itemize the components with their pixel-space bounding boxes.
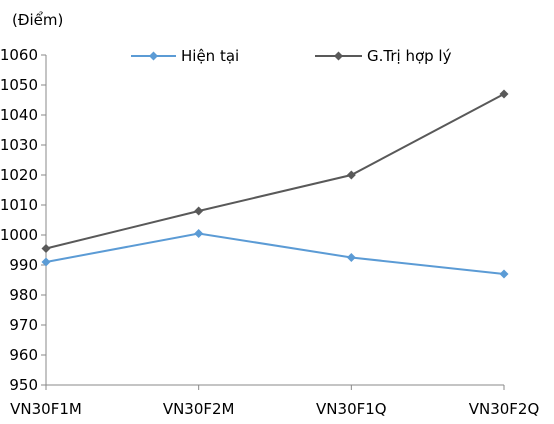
y-tick-label: 990	[9, 256, 38, 274]
data-point	[499, 89, 509, 99]
legend-label: Hiện tại	[181, 47, 239, 65]
x-tick-label: VN30F1M	[10, 400, 82, 418]
legend-marker	[149, 51, 158, 61]
y-tick-label: 1010	[0, 196, 38, 214]
series-line	[45, 93, 505, 250]
y-tick-label: 1040	[0, 106, 38, 124]
data-point	[346, 170, 356, 180]
data-point	[346, 253, 356, 262]
x-tick-label: VN30F1Q	[316, 400, 387, 418]
legend-item: G.Trị hợp lý	[315, 47, 452, 65]
x-tick-label: VN30F2Q	[469, 400, 540, 418]
series-layer	[41, 89, 509, 279]
x-tick-label: VN30F2M	[163, 400, 235, 418]
y-tick-label: 950	[9, 376, 38, 394]
series-1	[41, 229, 509, 279]
legend-item: Hiện tại	[131, 47, 239, 65]
data-point	[194, 229, 204, 238]
legend: Hiện tại G.Trị hợp lý	[131, 47, 452, 65]
x-axis: VN30F1M VN30F2M VN30F1Q VN30F2Q	[10, 384, 540, 418]
series-2	[41, 89, 509, 253]
data-point	[41, 257, 51, 267]
data-point	[194, 206, 204, 216]
legend-marker	[334, 51, 343, 61]
y-tick-label: 1030	[0, 136, 38, 154]
series-line	[45, 232, 505, 275]
y-tick-label: 960	[9, 346, 38, 364]
legend-label: G.Trị hợp lý	[367, 47, 452, 65]
y-tick-label: 1020	[0, 166, 38, 184]
y-tick-label: 1060	[0, 46, 38, 64]
y-axis-unit-label: (Điểm)	[12, 11, 63, 29]
data-point	[499, 269, 509, 279]
y-tick-label: 980	[9, 286, 38, 304]
y-axis: 950 960 970 980 990 1000 1010 1020 1030 1040 1050 1…	[0, 46, 47, 394]
y-tick-label: 970	[9, 316, 38, 334]
data-point	[41, 244, 51, 253]
y-tick-label: 1050	[0, 76, 38, 94]
y-tick-label: 1000	[0, 226, 38, 244]
